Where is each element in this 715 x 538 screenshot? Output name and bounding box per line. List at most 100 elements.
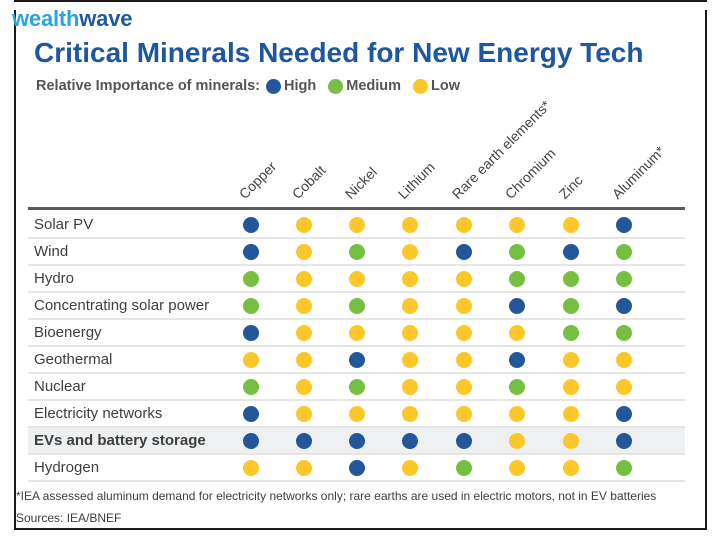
importance-dot-zinc-low	[563, 460, 579, 476]
legend-dot-low	[413, 78, 429, 94]
table-row: Concentrating solar power	[28, 293, 685, 320]
importance-dot-copper-low	[243, 460, 259, 476]
importance-dot-copper-low	[243, 352, 259, 368]
importance-dot-copper-high	[243, 433, 259, 449]
importance-dot-aluminum-low	[616, 379, 632, 395]
importance-dot-rare-earth-elements-low	[456, 325, 472, 341]
footnote: *IEA assessed aluminum demand for electr…	[16, 489, 657, 503]
importance-dot-copper-medium	[243, 271, 259, 287]
importance-dot-chromium-low	[509, 460, 525, 476]
legend-item-low: Low	[413, 78, 460, 94]
table-row: Hydrogen	[28, 455, 685, 482]
importance-dot-zinc-medium	[563, 298, 579, 314]
legend-dot-medium	[328, 78, 344, 94]
legend-text-medium: Medium	[346, 78, 402, 94]
importance-dot-chromium-low	[509, 433, 525, 449]
importance-dot-lithium-low	[402, 271, 418, 287]
importance-dot-aluminum-medium	[616, 244, 632, 260]
brand-logo-part1: wealth	[12, 6, 80, 31]
table-row: Nuclear	[28, 374, 685, 401]
row-label: Nuclear	[34, 378, 86, 395]
importance-dot-aluminum-high	[616, 298, 632, 314]
importance-dot-nickel-low	[349, 406, 365, 422]
importance-dot-cobalt-low	[296, 379, 312, 395]
importance-dot-nickel-medium	[349, 244, 365, 260]
legend-text-high: High	[284, 78, 317, 94]
row-label: Geothermal	[34, 351, 113, 368]
legend-item-high: High	[266, 78, 316, 94]
legend-item-medium: Medium	[328, 78, 401, 94]
importance-dot-lithium-low	[402, 352, 418, 368]
row-label: Concentrating solar power	[34, 297, 210, 314]
importance-dot-rare-earth-elements-low	[456, 352, 472, 368]
importance-dot-aluminum-medium	[616, 325, 632, 341]
importance-dot-aluminum-high	[616, 217, 632, 233]
frame-top-border	[14, 0, 707, 2]
importance-dot-chromium-medium	[509, 379, 525, 395]
importance-dot-zinc-low	[563, 352, 579, 368]
importance-dot-rare-earth-elements-low	[456, 217, 472, 233]
importance-dot-cobalt-low	[296, 217, 312, 233]
importance-dot-copper-high	[243, 325, 259, 341]
importance-dot-chromium-low	[509, 325, 525, 341]
importance-dot-cobalt-high	[296, 433, 312, 449]
table-row: Bioenergy	[28, 320, 685, 347]
table-row: Hydro	[28, 266, 685, 293]
importance-dot-zinc-low	[563, 217, 579, 233]
importance-dot-cobalt-low	[296, 406, 312, 422]
importance-dot-lithium-low	[402, 460, 418, 476]
importance-dot-nickel-high	[349, 460, 365, 476]
importance-dot-chromium-low	[509, 217, 525, 233]
row-label: Hydro	[34, 270, 75, 287]
legend-text-low: Low	[431, 78, 461, 94]
importance-dot-nickel-medium	[349, 298, 365, 314]
importance-dot-nickel-low	[349, 325, 365, 341]
importance-dot-cobalt-low	[296, 460, 312, 476]
importance-dot-rare-earth-elements-low	[456, 298, 472, 314]
importance-dot-nickel-low	[349, 271, 365, 287]
importance-dot-zinc-medium	[563, 271, 579, 287]
importance-dot-lithium-low	[402, 325, 418, 341]
importance-dot-lithium-high	[402, 433, 418, 449]
importance-dot-rare-earth-elements-low	[456, 271, 472, 287]
importance-dot-chromium-low	[509, 406, 525, 422]
table-row: Electricity networks	[28, 401, 685, 428]
importance-dot-chromium-high	[509, 352, 525, 368]
row-label: Bioenergy	[34, 324, 102, 341]
importance-dot-copper-high	[243, 217, 259, 233]
importance-dot-rare-earth-elements-low	[456, 379, 472, 395]
importance-dot-cobalt-low	[296, 352, 312, 368]
table-row: Geothermal	[28, 347, 685, 374]
importance-dot-lithium-low	[402, 379, 418, 395]
brand-logo-part2: wave	[79, 6, 133, 31]
sources: Sources: IEA/BNEF	[16, 511, 122, 525]
importance-dot-cobalt-low	[296, 298, 312, 314]
chart-title: Critical Minerals Needed for New Energy …	[34, 37, 644, 68]
importance-dot-aluminum-medium	[616, 271, 632, 287]
importance-dot-rare-earth-elements-medium	[456, 460, 472, 476]
importance-dot-copper-medium	[243, 298, 259, 314]
importance-dot-zinc-high	[563, 244, 579, 260]
importance-dot-copper-high	[243, 406, 259, 422]
chart-frame	[14, 10, 707, 530]
importance-dot-lithium-low	[402, 298, 418, 314]
importance-dot-lithium-low	[402, 406, 418, 422]
row-label: Solar PV	[34, 216, 94, 233]
importance-dot-aluminum-low	[616, 352, 632, 368]
row-label: Electricity networks	[34, 405, 163, 422]
importance-dot-zinc-medium	[563, 325, 579, 341]
importance-dot-chromium-medium	[509, 271, 525, 287]
importance-dot-nickel-medium	[349, 379, 365, 395]
row-label: Hydrogen	[34, 459, 100, 476]
importance-dot-rare-earth-elements-high	[456, 433, 472, 449]
importance-dot-nickel-high	[349, 433, 365, 449]
legend-dot-high	[266, 78, 282, 94]
legend: Relative Importance of minerals: High Me…	[36, 78, 460, 94]
importance-dot-aluminum-high	[616, 406, 632, 422]
importance-dot-rare-earth-elements-high	[456, 244, 472, 260]
importance-dot-cobalt-low	[296, 271, 312, 287]
importance-dot-copper-high	[243, 244, 259, 260]
importance-dot-rare-earth-elements-low	[456, 406, 472, 422]
importance-dot-chromium-high	[509, 298, 525, 314]
importance-dot-cobalt-low	[296, 244, 312, 260]
